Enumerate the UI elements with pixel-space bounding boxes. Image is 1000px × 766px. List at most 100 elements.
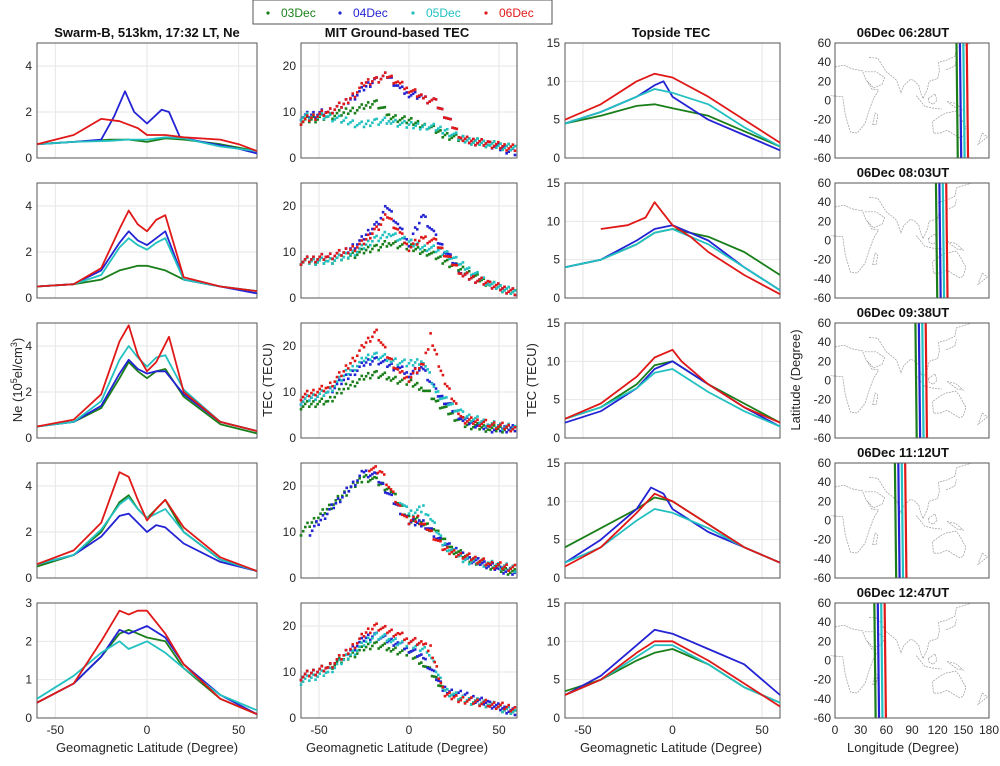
mittec-row1-dot-03dec bbox=[312, 115, 315, 119]
mittec-row3-dot-04dec bbox=[492, 428, 496, 432]
mittec-row3-dot-04dec bbox=[373, 356, 376, 360]
ne-row3-panel: 024 bbox=[25, 322, 258, 445]
mittec-row5-dot-03dec bbox=[394, 646, 397, 650]
mittec-row2-dot-06dec bbox=[324, 255, 328, 259]
mittec-row2-dot-05dec bbox=[358, 247, 361, 250]
mittec-row1-dot-03dec bbox=[353, 111, 357, 115]
mittec-row1-dot-05dec bbox=[308, 117, 311, 121]
mittec-row3-dot-05dec bbox=[474, 416, 477, 420]
mittec-row2-dot-04dec bbox=[434, 233, 438, 237]
mittec-row3-dot-03dec bbox=[494, 429, 498, 433]
track-03dec bbox=[873, 602, 877, 719]
mittec-row3-dot-04dec bbox=[351, 369, 355, 373]
mittec-row4-dot-06dec bbox=[484, 563, 488, 567]
mittec-row2-dot-05dec bbox=[360, 243, 364, 247]
topside-row5-xtick: -50 bbox=[574, 723, 592, 737]
mittec-row2-dot-04dec bbox=[438, 242, 442, 246]
mittec-row4-dot-03dec bbox=[369, 478, 372, 482]
mittec-row1-dot-05dec bbox=[461, 134, 465, 138]
map-ytick: 0 bbox=[824, 514, 831, 528]
mittec-row5-dot-06dec bbox=[326, 666, 330, 669]
mittec-row3-dot-03dec bbox=[499, 425, 502, 428]
mittec-row2-dot-05dec bbox=[513, 289, 517, 292]
mittec-row2-dot-06dec bbox=[353, 249, 357, 253]
mittec-row3-dot-04dec bbox=[451, 409, 454, 413]
mittec-row3-dot-06dec bbox=[499, 423, 502, 427]
mittec-row2-dot-06dec bbox=[333, 254, 337, 258]
mittec-row2-dot-06dec bbox=[428, 240, 431, 243]
mittec-row2-dot-06dec bbox=[480, 276, 483, 280]
mittec-row4-dot-06dec bbox=[463, 555, 467, 559]
mittec-row5-dot-05dec bbox=[509, 712, 513, 715]
mittec-row1-dot-05dec bbox=[418, 127, 422, 131]
mittec-row5-dot-05dec bbox=[450, 693, 454, 697]
mittec-row4-dot-03dec bbox=[371, 477, 374, 481]
mittec-row1-dot-06dec bbox=[449, 117, 452, 121]
mittec-row2-dot-05dec bbox=[509, 292, 513, 295]
mittec-row5-dot-06dec bbox=[445, 693, 449, 696]
mittec-row3-dot-03dec bbox=[377, 376, 380, 380]
mittec-row4-dot-06dec bbox=[372, 466, 375, 470]
mittec-row3-dot-06dec bbox=[439, 369, 443, 373]
mittec-row3-dot-06dec bbox=[353, 359, 357, 363]
mittec-row5-dot-04dec bbox=[358, 640, 361, 644]
mittec-row5-dot-04dec bbox=[366, 633, 370, 637]
map-ytick: 20 bbox=[818, 214, 832, 228]
mittec-row5-dot-06dec bbox=[472, 702, 475, 705]
mittec-row2-dot-06dec bbox=[407, 249, 411, 253]
col1-title: Swarm-B, 513km, 17:32 LT, Ne bbox=[54, 25, 239, 40]
mittec-row5-frame bbox=[300, 602, 518, 719]
mittec-row2-dot-03dec bbox=[394, 240, 397, 243]
mittec-row1-dot-06dec bbox=[308, 119, 311, 122]
col3-ylabel: TEC (TECU) bbox=[524, 343, 539, 417]
mittec-row5-dot-06dec bbox=[439, 681, 443, 685]
mittec-row5-dot-05dec bbox=[379, 636, 383, 639]
mittec-row3-dot-06dec bbox=[305, 389, 309, 393]
mittec-row5-dot-06dec bbox=[465, 700, 469, 703]
mittec-row3-dot-05dec bbox=[299, 403, 303, 406]
mittec-row1-dot-04dec bbox=[355, 94, 359, 97]
mittec-row3-dot-06dec bbox=[417, 367, 421, 370]
mittec-row3-dot-06dec bbox=[490, 423, 494, 426]
mittec-row3-ytick: 20 bbox=[283, 339, 297, 353]
mittec-row3-dot-05dec bbox=[407, 361, 411, 365]
mittec-row2-dot-05dec bbox=[427, 247, 431, 251]
mittec-row3-dot-05dec bbox=[501, 428, 504, 432]
mittec-row5-dot-06dec bbox=[431, 656, 434, 660]
col3-title: Topside TEC bbox=[632, 25, 711, 40]
mittec-row3-dot-06dec bbox=[480, 422, 483, 426]
mittec-row1-dot-05dec bbox=[488, 144, 492, 147]
mittec-row2-dot-04dec bbox=[377, 222, 381, 226]
mittec-row1-dot-05dec bbox=[301, 116, 305, 120]
mittec-row3-dot-04dec bbox=[507, 428, 510, 432]
ne-row1-panel: 024 bbox=[25, 42, 258, 165]
mittec-row4-dot-06dec bbox=[511, 565, 515, 569]
mittec-row2-dot-04dec bbox=[420, 215, 423, 219]
mittec-row2-dot-05dec bbox=[314, 263, 317, 266]
mittec-row2-dot-05dec bbox=[312, 257, 315, 261]
mittec-row4-dot-06dec bbox=[439, 539, 442, 543]
mittec-row5-dot-06dec bbox=[443, 694, 447, 698]
coastline bbox=[830, 624, 880, 694]
mittec-row3-dot-04dec bbox=[381, 360, 385, 363]
mittec-row4-dot-06dec bbox=[472, 557, 475, 560]
mittec-row1-dot-06dec bbox=[467, 141, 471, 145]
mittec-row5-dot-05dec bbox=[316, 675, 319, 678]
mittec-row2-dot-05dec bbox=[389, 234, 393, 238]
mittec-row5-dot-05dec bbox=[414, 644, 418, 648]
mittec-row3-dot-04dec bbox=[509, 426, 513, 429]
mittec-row2-dot-03dec bbox=[467, 269, 471, 273]
mittec-row3-dot-03dec bbox=[320, 397, 324, 401]
coastline bbox=[864, 71, 886, 89]
topside-row2-ytick: 10 bbox=[547, 214, 561, 228]
map-ytick: 40 bbox=[818, 195, 832, 209]
mittec-row4-dot-03dec bbox=[312, 516, 316, 520]
topside-row3-ytick: 15 bbox=[547, 316, 561, 330]
coastline bbox=[916, 655, 942, 670]
mittec-row3-dot-06dec bbox=[314, 393, 317, 397]
mittec-row2-dot-05dec bbox=[463, 268, 467, 271]
mittec-row3-dot-06dec bbox=[413, 367, 417, 371]
mittec-row4-dot-04dec bbox=[399, 512, 402, 516]
mittec-row3-dot-05dec bbox=[344, 368, 348, 372]
